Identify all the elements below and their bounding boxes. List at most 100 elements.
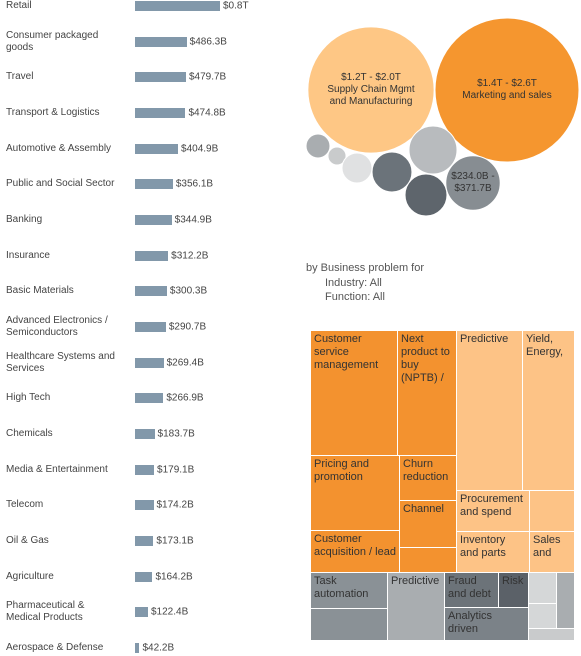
treemap-cell[interactable] xyxy=(310,608,388,641)
value-label: $312.2B xyxy=(171,250,209,262)
bar[interactable] xyxy=(135,393,164,404)
category-label: Agriculture xyxy=(6,570,54,582)
value-label: $122.4B xyxy=(151,606,189,618)
bar[interactable] xyxy=(135,286,167,297)
filter-industry[interactable]: Industry: All xyxy=(325,277,382,289)
treemap-cell[interactable]: Procurement and spend xyxy=(456,490,530,532)
treemap-cell[interactable]: Analytics driven xyxy=(444,607,529,641)
treemap-cell[interactable]: Next product to buy (NPTB) / xyxy=(397,330,457,456)
value-label: $404.9B xyxy=(181,143,219,155)
bar[interactable] xyxy=(135,108,186,118)
category-label: Transport & Logistics xyxy=(6,107,100,118)
category-label: Oil & Gas xyxy=(6,535,49,547)
bubble-label: $234.0B - $371.7B xyxy=(451,171,495,195)
treemap-cell[interactable] xyxy=(529,490,575,532)
value-label: $179.1B xyxy=(157,464,195,476)
bubble-chart xyxy=(305,17,580,217)
bubble-value-label: $1.4T - $2.6T xyxy=(477,78,537,89)
bubble[interactable] xyxy=(327,146,347,166)
bar[interactable] xyxy=(135,72,186,83)
value-label: $479.7B xyxy=(188,71,227,83)
bubble[interactable] xyxy=(404,173,448,217)
treemap-cell[interactable]: Yield, Energy, xyxy=(522,330,575,491)
category-label: Consumer packaged goods xyxy=(6,29,99,53)
bar[interactable] xyxy=(135,464,155,475)
value-label: $344.9B xyxy=(174,214,212,226)
bar[interactable] xyxy=(135,536,154,547)
bubble-value-label: $234.0B - $371.7B xyxy=(451,171,495,194)
treemap-cell[interactable]: Sales and xyxy=(529,531,575,573)
treemap-cell[interactable]: Customer acquisition / lead xyxy=(310,530,400,573)
treemap-cell[interactable]: Fraud and debt xyxy=(444,572,499,608)
treemap-cell[interactable]: Risk xyxy=(498,572,529,608)
treemap-cell[interactable]: Customer service management xyxy=(310,330,398,456)
bar[interactable] xyxy=(135,179,173,190)
bar[interactable] xyxy=(135,322,166,333)
treemap-cell[interactable]: Predictive xyxy=(456,330,523,491)
treemap-cell[interactable] xyxy=(528,628,575,641)
category-label: Travel xyxy=(6,71,34,83)
treemap-cell[interactable]: Predictive xyxy=(387,572,445,641)
bar[interactable] xyxy=(135,357,164,368)
bar[interactable] xyxy=(135,215,172,226)
value-label: $269.4B xyxy=(166,357,204,369)
bar[interactable] xyxy=(135,1,220,11)
value-label: $474.8B xyxy=(188,107,226,119)
value-label: $42.2B xyxy=(142,642,175,654)
category-label: Telecom xyxy=(6,499,44,511)
category-label: Chemicals xyxy=(6,428,53,440)
bubble-label: $1.2T - $2.0T Supply Chain Mgmt and Manuf… xyxy=(320,72,421,108)
bar[interactable] xyxy=(135,607,148,618)
value-label: $300.3B xyxy=(169,285,208,297)
treemap-cell[interactable]: Task automation xyxy=(310,572,388,609)
treemap-cell[interactable]: Inventory and parts xyxy=(456,531,530,573)
bar[interactable] xyxy=(135,643,140,654)
treemap-cell[interactable]: Pricing and promotion xyxy=(310,455,400,531)
treemap-cell[interactable]: Channel xyxy=(399,500,457,548)
value-label: $356.1B xyxy=(175,178,214,190)
bar[interactable] xyxy=(135,36,187,47)
treemap-cell[interactable]: Churn reduction xyxy=(399,455,457,501)
treemap-cell[interactable] xyxy=(528,603,557,629)
value-label: $164.2B xyxy=(155,571,193,583)
value-label: $290.7B xyxy=(168,321,207,333)
category-label: Pharmaceutical & Medical Products xyxy=(6,600,85,624)
bubble-name: Marketing and sales xyxy=(462,90,552,101)
treemap-cell[interactable] xyxy=(528,572,557,604)
category-label: Basic Materials xyxy=(6,285,74,297)
category-label: Aerospace & Defense xyxy=(6,642,104,654)
treemap-cell[interactable] xyxy=(556,572,575,629)
category-label: Public and Social Sector xyxy=(6,178,115,190)
treemap-cell[interactable] xyxy=(399,547,457,573)
bubble[interactable] xyxy=(434,17,580,163)
value-label: $0.8T xyxy=(223,0,249,12)
bubble[interactable] xyxy=(445,155,501,211)
bar[interactable] xyxy=(135,429,155,440)
category-label: Advanced Electronics / Semiconductors xyxy=(6,315,108,339)
bar[interactable] xyxy=(135,500,154,511)
bar[interactable] xyxy=(135,571,153,582)
bubble-value-label: $1.2T - $2.0T xyxy=(341,72,401,83)
category-label: Healthcare Systems and Services xyxy=(6,350,115,374)
filter-function[interactable]: Function: All xyxy=(325,291,385,303)
bubble[interactable] xyxy=(305,133,331,159)
bar[interactable] xyxy=(135,143,179,154)
category-label: Media & Entertainment xyxy=(6,463,108,475)
bar[interactable] xyxy=(135,250,169,261)
category-label: Retail xyxy=(6,0,32,11)
category-label: Automotive & Assembly xyxy=(6,142,112,154)
filter-title: by Business problem for xyxy=(306,262,424,274)
category-label: Banking xyxy=(6,214,43,226)
bubble[interactable] xyxy=(307,26,435,154)
value-label: $173.1B xyxy=(156,535,194,547)
bubble[interactable] xyxy=(408,125,458,175)
bubble[interactable] xyxy=(341,152,373,184)
category-label: Insurance xyxy=(6,249,50,261)
value-label: $266.9B xyxy=(166,392,204,404)
bubble[interactable] xyxy=(371,151,413,193)
category-label: High Tech xyxy=(6,392,51,404)
bubble-label: $1.4T - $2.6T Marketing and sales xyxy=(449,78,564,102)
value-label: $174.2B xyxy=(156,499,194,511)
bubble-name: Supply Chain Mgmt and Manufacturing xyxy=(327,84,415,107)
